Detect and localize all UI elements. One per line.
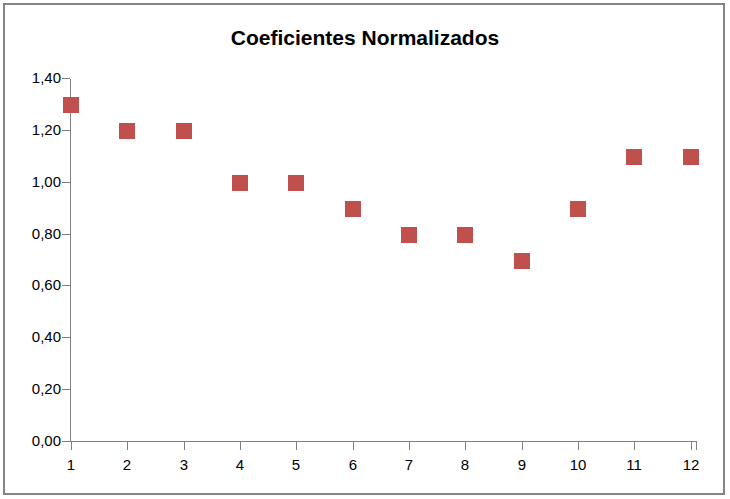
y-axis-tick — [62, 337, 70, 338]
x-axis-tick — [691, 441, 692, 450]
x-tick-label: 7 — [387, 457, 431, 473]
x-tick-label: 11 — [612, 457, 656, 473]
x-tick-label: 10 — [556, 457, 600, 473]
y-tick-label: 1,40 — [0, 69, 61, 87]
data-point-marker — [63, 97, 79, 113]
x-axis-tick — [127, 441, 128, 450]
y-axis-line — [70, 79, 71, 442]
y-axis-tick — [62, 182, 70, 183]
y-axis-tick — [62, 234, 70, 235]
x-axis-tick — [71, 441, 72, 450]
x-axis-tick — [634, 441, 635, 450]
data-point-marker — [457, 227, 473, 243]
data-point-marker — [119, 123, 135, 139]
y-tick-label: 0,60 — [0, 276, 61, 294]
data-point-marker — [626, 149, 642, 165]
x-tick-label: 2 — [105, 457, 149, 473]
y-tick-label: 0,20 — [0, 380, 61, 398]
x-tick-label: 3 — [162, 457, 206, 473]
x-tick-label: 8 — [443, 457, 487, 473]
data-point-marker — [232, 175, 248, 191]
y-axis-tick — [62, 78, 70, 79]
x-tick-label: 4 — [218, 457, 262, 473]
y-axis-tick — [62, 285, 70, 286]
x-axis-tick — [578, 441, 579, 450]
x-axis-tick — [296, 441, 297, 450]
x-axis-tick — [184, 441, 185, 450]
y-tick-label: 0,40 — [0, 328, 61, 346]
y-axis-tick — [62, 130, 70, 131]
data-point-marker — [570, 201, 586, 217]
y-axis-tick — [62, 389, 70, 390]
x-axis-tick — [353, 441, 354, 450]
y-tick-label: 1,00 — [0, 173, 61, 191]
x-tick-label: 6 — [331, 457, 375, 473]
y-tick-label: 1,20 — [0, 121, 61, 139]
x-axis-line — [70, 441, 697, 442]
y-axis-tick — [62, 441, 70, 442]
x-axis-end-tick — [696, 441, 697, 450]
y-tick-label: 0,80 — [0, 225, 61, 243]
data-point-marker — [288, 175, 304, 191]
x-axis-tick — [240, 441, 241, 450]
plot-area: 1,401,201,000,800,600,400,200,0012345678… — [0, 0, 730, 499]
x-tick-label: 12 — [669, 457, 713, 473]
x-axis-tick — [465, 441, 466, 450]
data-point-marker — [401, 227, 417, 243]
data-point-marker — [345, 201, 361, 217]
x-axis-tick — [522, 441, 523, 450]
x-tick-label: 1 — [49, 457, 93, 473]
x-axis-tick — [409, 441, 410, 450]
y-tick-label: 0,00 — [0, 432, 61, 450]
data-point-marker — [176, 123, 192, 139]
x-tick-label: 5 — [274, 457, 318, 473]
x-tick-label: 9 — [500, 457, 544, 473]
data-point-marker — [514, 253, 530, 269]
data-point-marker — [683, 149, 699, 165]
